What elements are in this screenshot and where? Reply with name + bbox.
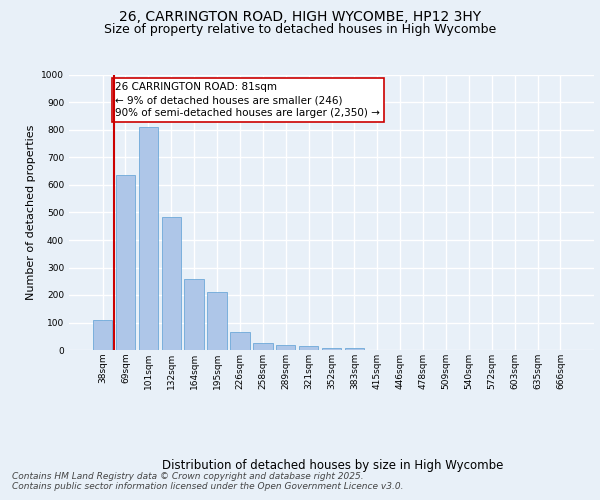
- Bar: [322, 348, 341, 350]
- Bar: [184, 278, 204, 350]
- Text: Size of property relative to detached houses in High Wycombe: Size of property relative to detached ho…: [104, 22, 496, 36]
- Bar: [299, 346, 319, 350]
- Bar: [116, 176, 135, 350]
- Y-axis label: Number of detached properties: Number of detached properties: [26, 125, 35, 300]
- Text: Contains HM Land Registry data © Crown copyright and database right 2025.: Contains HM Land Registry data © Crown c…: [12, 472, 364, 481]
- Bar: [208, 292, 227, 350]
- Bar: [93, 320, 112, 350]
- Bar: [161, 216, 181, 350]
- Bar: [139, 127, 158, 350]
- Bar: [344, 348, 364, 350]
- Text: 26 CARRINGTON ROAD: 81sqm
← 9% of detached houses are smaller (246)
90% of semi-: 26 CARRINGTON ROAD: 81sqm ← 9% of detach…: [115, 82, 380, 118]
- Bar: [230, 332, 250, 350]
- Text: Distribution of detached houses by size in High Wycombe: Distribution of detached houses by size …: [163, 460, 503, 472]
- Bar: [253, 342, 272, 350]
- Text: 26, CARRINGTON ROAD, HIGH WYCOMBE, HP12 3HY: 26, CARRINGTON ROAD, HIGH WYCOMBE, HP12 …: [119, 10, 481, 24]
- Text: Contains public sector information licensed under the Open Government Licence v3: Contains public sector information licen…: [12, 482, 404, 491]
- Bar: [276, 344, 295, 350]
